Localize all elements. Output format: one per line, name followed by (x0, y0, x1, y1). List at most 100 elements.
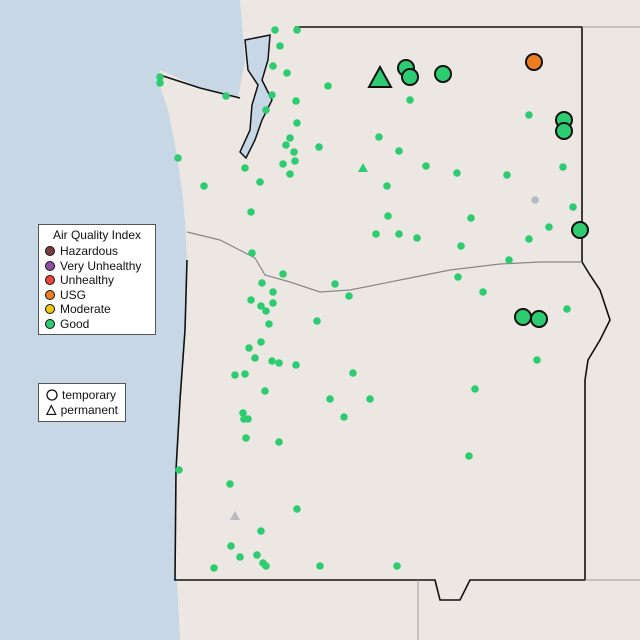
monitor-marker-good[interactable] (253, 551, 261, 559)
monitor-marker-good[interactable] (290, 148, 298, 156)
monitor-marker-good[interactable] (226, 480, 234, 488)
monitor-marker-good[interactable] (175, 466, 183, 474)
monitor-marker-good[interactable] (269, 299, 277, 307)
monitor-marker-good[interactable] (545, 223, 553, 231)
monitor-marker-good[interactable] (453, 169, 461, 177)
monitor-marker-permanent-good[interactable] (358, 163, 368, 172)
monitor-marker-good[interactable] (454, 273, 462, 281)
monitor-marker-good[interactable] (533, 356, 541, 364)
monitor-marker-good[interactable] (251, 354, 259, 362)
monitor-marker-good[interactable] (231, 371, 239, 379)
monitor-marker-good[interactable] (276, 42, 284, 50)
monitor-marker-good[interactable] (268, 91, 276, 99)
monitor-marker-good[interactable] (349, 369, 357, 377)
monitor-marker-usg[interactable] (525, 53, 543, 71)
monitor-marker-good[interactable] (293, 505, 301, 513)
monitor-marker-good[interactable] (279, 270, 287, 278)
monitor-marker-good[interactable] (422, 162, 430, 170)
monitor-marker-good[interactable] (326, 395, 334, 403)
monitor-marker-good[interactable] (340, 413, 348, 421)
monitor-marker-good[interactable] (434, 65, 452, 83)
monitor-marker-good[interactable] (569, 203, 577, 211)
monitor-marker-good[interactable] (268, 357, 276, 365)
monitor-marker-good[interactable] (174, 154, 182, 162)
monitor-marker-good[interactable] (395, 230, 403, 238)
monitor-marker-good[interactable] (262, 562, 270, 570)
monitor-marker-good[interactable] (271, 26, 279, 34)
monitor-marker-good[interactable] (244, 415, 252, 423)
monitor-marker-good[interactable] (525, 111, 533, 119)
monitor-marker-good[interactable] (291, 157, 299, 165)
monitor-marker-good[interactable] (265, 320, 273, 328)
monitor-marker-good[interactable] (555, 122, 573, 140)
monitor-marker-good[interactable] (324, 82, 332, 90)
monitor-marker-good[interactable] (242, 434, 250, 442)
monitor-marker-good[interactable] (467, 214, 475, 222)
monitor-marker-good[interactable] (375, 133, 383, 141)
monitor-marker-good[interactable] (262, 106, 270, 114)
monitor-marker-good[interactable] (222, 92, 230, 100)
monitor-marker-good[interactable] (471, 385, 479, 393)
monitor-marker-good[interactable] (530, 310, 548, 328)
monitor-marker-good[interactable] (571, 221, 589, 239)
monitor-marker-permanent-no-data[interactable] (230, 511, 240, 520)
monitor-marker-good[interactable] (257, 338, 265, 346)
monitor-marker-good[interactable] (248, 249, 256, 257)
monitor-marker-good[interactable] (393, 562, 401, 570)
monitor-marker-good[interactable] (366, 395, 374, 403)
monitor-marker-good[interactable] (269, 288, 277, 296)
monitor-marker-good[interactable] (372, 230, 380, 238)
monitor-marker-good[interactable] (241, 164, 249, 172)
monitor-marker-good[interactable] (292, 361, 300, 369)
monitor-marker-good[interactable] (156, 73, 164, 81)
monitor-marker-good[interactable] (247, 296, 255, 304)
monitor-marker-good[interactable] (395, 147, 403, 155)
monitor-marker-good[interactable] (563, 305, 571, 313)
monitor-marker-good[interactable] (239, 409, 247, 417)
monitor-marker-good[interactable] (406, 96, 414, 104)
monitor-marker-good[interactable] (236, 553, 244, 561)
monitor-marker-good[interactable] (269, 62, 277, 70)
monitor-marker-good[interactable] (247, 208, 255, 216)
monitor-marker-good[interactable] (210, 564, 218, 572)
monitor-marker-good[interactable] (275, 438, 283, 446)
monitor-marker-good[interactable] (345, 292, 353, 300)
monitor-marker-good[interactable] (293, 26, 301, 34)
monitor-marker-good[interactable] (286, 170, 294, 178)
monitor-marker-good[interactable] (383, 182, 391, 190)
monitor-marker-good[interactable] (514, 308, 532, 326)
monitor-marker-good[interactable] (331, 280, 339, 288)
monitor-marker-good[interactable] (525, 235, 533, 243)
monitor-marker-good[interactable] (315, 143, 323, 151)
monitor-marker-good[interactable] (293, 119, 301, 127)
monitor-marker-good[interactable] (316, 562, 324, 570)
monitor-marker-good[interactable] (313, 317, 321, 325)
monitor-marker-good[interactable] (256, 178, 264, 186)
monitor-marker-good[interactable] (261, 387, 269, 395)
monitor-marker-good[interactable] (200, 182, 208, 190)
monitor-marker-no-data[interactable] (531, 196, 539, 204)
monitor-marker-good[interactable] (241, 370, 249, 378)
monitor-marker-good[interactable] (292, 97, 300, 105)
monitor-marker-good[interactable] (401, 68, 419, 86)
monitor-marker-permanent-good[interactable] (367, 64, 393, 88)
monitor-marker-good[interactable] (257, 302, 265, 310)
monitor-marker-good[interactable] (283, 69, 291, 77)
monitor-marker-good[interactable] (457, 242, 465, 250)
monitor-marker-good[interactable] (279, 160, 287, 168)
monitor-marker-good[interactable] (156, 79, 164, 87)
monitor-marker-good[interactable] (227, 542, 235, 550)
monitor-marker-good[interactable] (258, 279, 266, 287)
monitor-marker-good[interactable] (286, 134, 294, 142)
monitor-marker-good[interactable] (275, 359, 283, 367)
monitor-marker-good[interactable] (257, 527, 265, 535)
monitor-marker-good[interactable] (262, 307, 270, 315)
monitor-marker-good[interactable] (465, 452, 473, 460)
monitor-marker-good[interactable] (503, 171, 511, 179)
monitor-marker-good[interactable] (413, 234, 421, 242)
monitor-marker-good[interactable] (245, 344, 253, 352)
monitor-marker-good[interactable] (282, 141, 290, 149)
monitor-marker-good[interactable] (479, 288, 487, 296)
monitor-marker-good[interactable] (559, 163, 567, 171)
